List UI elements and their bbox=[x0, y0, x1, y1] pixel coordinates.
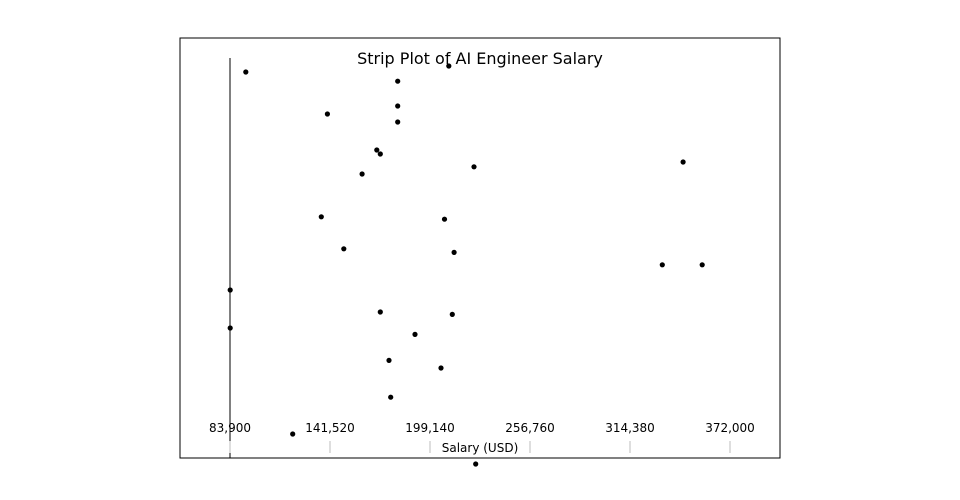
data-point bbox=[471, 164, 477, 170]
data-point bbox=[446, 63, 452, 69]
x-axis-ticks: 83,900 141,520 199,140 256,760 314,380 372,00… bbox=[209, 421, 755, 453]
data-point bbox=[395, 103, 401, 109]
x-tick-label: 256,760 bbox=[505, 421, 555, 435]
x-tick-label: 141,520 bbox=[305, 421, 355, 435]
data-point bbox=[473, 461, 479, 467]
data-point bbox=[227, 325, 233, 331]
x-tick-label: 314,380 bbox=[605, 421, 655, 435]
data-point bbox=[438, 365, 444, 371]
data-point bbox=[395, 119, 401, 125]
data-point bbox=[412, 331, 418, 337]
data-point bbox=[377, 309, 383, 315]
data-point bbox=[449, 311, 455, 317]
data-point bbox=[374, 147, 380, 153]
x-axis-label: Salary (USD) bbox=[442, 441, 519, 455]
data-point bbox=[359, 171, 365, 177]
x-tick-label: 199,140 bbox=[405, 421, 455, 435]
data-point bbox=[243, 69, 249, 75]
data-point bbox=[659, 262, 665, 268]
data-point bbox=[341, 246, 347, 252]
data-point bbox=[451, 249, 457, 255]
data-point bbox=[377, 151, 383, 157]
data-point bbox=[680, 159, 686, 165]
data-point bbox=[324, 111, 330, 117]
chart-frame bbox=[179, 37, 781, 459]
x-tick-label: 372,000 bbox=[705, 421, 755, 435]
data-point bbox=[699, 262, 705, 268]
x-tick-label: 83,900 bbox=[209, 421, 251, 435]
data-point bbox=[318, 214, 324, 220]
chart-title: Strip Plot of AI Engineer Salary bbox=[357, 49, 603, 68]
data-point bbox=[386, 357, 392, 363]
data-point bbox=[395, 78, 401, 84]
data-points bbox=[227, 63, 705, 467]
data-point bbox=[227, 287, 233, 293]
data-point bbox=[290, 431, 296, 437]
data-point bbox=[441, 216, 448, 222]
data-point bbox=[388, 394, 394, 400]
